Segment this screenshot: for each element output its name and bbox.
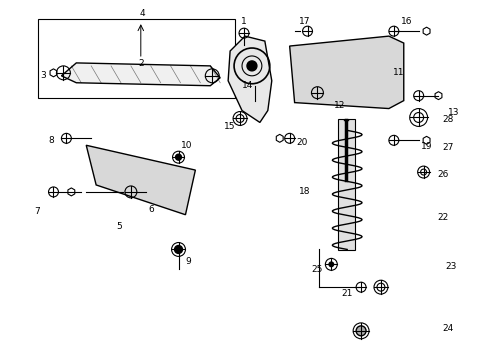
Text: 20: 20 bbox=[295, 138, 306, 147]
Polygon shape bbox=[228, 36, 271, 122]
Text: 12: 12 bbox=[333, 101, 344, 110]
Text: 6: 6 bbox=[148, 205, 154, 214]
FancyBboxPatch shape bbox=[338, 120, 354, 251]
Text: 14: 14 bbox=[242, 81, 253, 90]
Circle shape bbox=[355, 326, 366, 336]
Circle shape bbox=[174, 246, 182, 253]
Text: 5: 5 bbox=[116, 222, 122, 231]
Text: 24: 24 bbox=[442, 324, 453, 333]
Text: 4: 4 bbox=[140, 9, 145, 18]
Text: 26: 26 bbox=[437, 170, 448, 179]
Text: 19: 19 bbox=[420, 142, 431, 151]
Text: 2: 2 bbox=[138, 59, 143, 68]
Text: 27: 27 bbox=[442, 143, 453, 152]
Text: 15: 15 bbox=[224, 122, 235, 131]
Polygon shape bbox=[86, 145, 195, 215]
Text: 11: 11 bbox=[392, 68, 404, 77]
Text: 25: 25 bbox=[311, 265, 323, 274]
Polygon shape bbox=[61, 63, 220, 86]
Text: 7: 7 bbox=[34, 207, 40, 216]
Text: 9: 9 bbox=[185, 257, 191, 266]
Text: 8: 8 bbox=[48, 136, 54, 145]
Circle shape bbox=[327, 261, 334, 267]
Circle shape bbox=[175, 154, 181, 160]
Text: 1: 1 bbox=[241, 17, 246, 26]
Text: 3: 3 bbox=[41, 71, 46, 80]
Polygon shape bbox=[289, 36, 403, 109]
Text: 28: 28 bbox=[442, 115, 453, 124]
Circle shape bbox=[246, 61, 256, 71]
Text: 10: 10 bbox=[181, 141, 192, 150]
Text: 17: 17 bbox=[298, 17, 310, 26]
Text: 21: 21 bbox=[341, 289, 352, 298]
Text: 18: 18 bbox=[298, 188, 310, 197]
Text: 13: 13 bbox=[447, 108, 458, 117]
Text: 23: 23 bbox=[445, 262, 456, 271]
Text: 16: 16 bbox=[400, 17, 412, 26]
Text: 22: 22 bbox=[437, 213, 448, 222]
